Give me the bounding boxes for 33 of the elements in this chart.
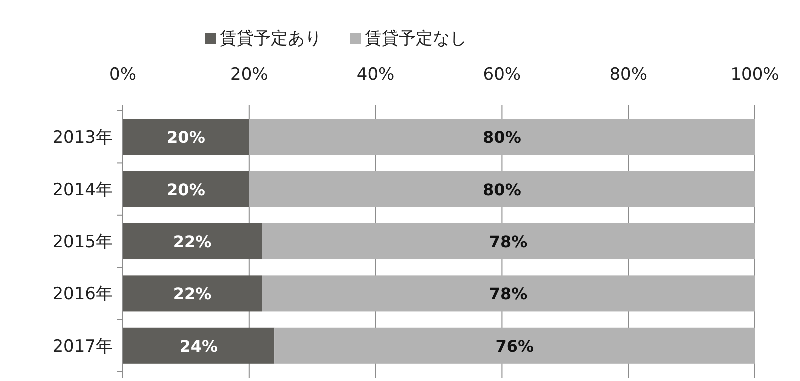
bar (123, 223, 262, 260)
legend-label: 賃貸予定なし (365, 29, 467, 49)
x-tick-label: 20% (230, 65, 268, 85)
bar (123, 171, 250, 208)
y-tick-label: 2017年 (52, 336, 113, 357)
bar (123, 276, 262, 312)
bar (262, 276, 755, 312)
x-tick-label: 0% (110, 65, 136, 85)
y-tick-label: 2015年 (52, 232, 113, 252)
x-tick-label: 40% (356, 65, 395, 85)
data-label: 20% (167, 128, 206, 148)
bar (123, 119, 250, 156)
data-label: 80% (483, 128, 522, 148)
data-label: 22% (173, 284, 212, 304)
x-tick-label: 80% (610, 65, 648, 85)
x-tick-label: 60% (483, 65, 522, 85)
y-tick-label: 2014年 (52, 180, 113, 200)
bar (249, 171, 755, 208)
data-label: 78% (489, 284, 528, 304)
y-tick-label: 2013年 (52, 128, 113, 148)
x-tick-label: 100% (730, 65, 780, 85)
data-label: 20% (167, 180, 206, 200)
bar (274, 328, 755, 364)
y-tick-label: 2016年 (52, 284, 113, 305)
data-label: 80% (483, 180, 522, 200)
bar (262, 223, 755, 260)
data-label: 78% (489, 232, 528, 252)
bar (249, 119, 755, 156)
data-label: 24% (180, 336, 218, 356)
bar (123, 328, 275, 364)
data-label: 76% (496, 336, 534, 356)
legend-label: 賃貸予定あり (220, 29, 322, 49)
data-label: 22% (173, 232, 212, 252)
